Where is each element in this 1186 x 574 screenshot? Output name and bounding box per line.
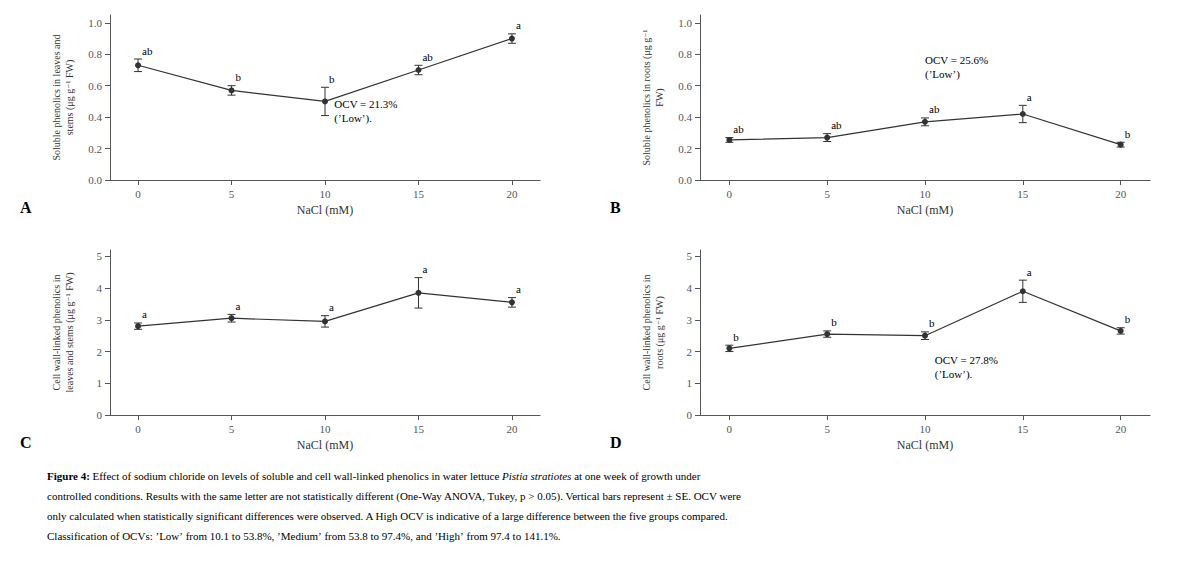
svg-text:ab: ab (733, 123, 744, 135)
svg-text:0.8: 0.8 (88, 48, 102, 60)
svg-text:b: b (236, 71, 242, 83)
svg-text:a: a (236, 300, 241, 312)
svg-text:5: 5 (229, 188, 235, 200)
svg-text:15: 15 (413, 188, 425, 200)
svg-text:NaCl (mM): NaCl (mM) (297, 438, 353, 452)
svg-text:0.0: 0.0 (678, 174, 692, 186)
svg-text:0: 0 (97, 409, 103, 421)
svg-text:a: a (329, 301, 334, 313)
svg-text:NaCl (mM): NaCl (mM) (897, 438, 953, 452)
svg-text:0.2: 0.2 (88, 143, 102, 155)
svg-text:only calculated when statistic: only calculated when statistically signi… (47, 510, 728, 522)
svg-text:5: 5 (97, 250, 103, 262)
svg-text:4: 4 (97, 282, 103, 294)
svg-text:FW): FW) (654, 88, 666, 106)
svg-text:0: 0 (687, 409, 693, 421)
svg-text:Soluble phenolics in leaves an: Soluble phenolics in leaves and (51, 34, 62, 160)
svg-text:20: 20 (506, 423, 518, 435)
svg-text:15: 15 (413, 423, 425, 435)
svg-text:Cell wall-linked phenolics in: Cell wall-linked phenolics in (51, 275, 62, 391)
svg-text:Cell wall-linked phenolics in: Cell wall-linked phenolics in (641, 275, 652, 391)
svg-text:Figure 4:: Figure 4: (47, 470, 90, 482)
svg-text:10: 10 (920, 188, 932, 200)
svg-text:stems (μg g⁻¹ FW): stems (μg g⁻¹ FW) (64, 60, 76, 136)
svg-text:Classification of OCVs: ʼLowʼ: Classification of OCVs: ʼLowʼ from 10.1 … (47, 530, 561, 542)
svg-text:ab: ab (929, 103, 940, 115)
svg-text:a: a (142, 308, 147, 320)
svg-text:NaCl (mM): NaCl (mM) (297, 203, 353, 217)
svg-text:5: 5 (824, 423, 830, 435)
svg-text:controlled conditions. Results: controlled conditions. Results with the … (47, 490, 741, 503)
svg-text:1.0: 1.0 (678, 17, 692, 29)
svg-text:b: b (1125, 313, 1131, 325)
svg-text:D: D (610, 434, 622, 451)
svg-text:Effect of sodium chloride on l: Effect of sodium chloride on levels of s… (90, 470, 502, 482)
svg-text:b: b (831, 316, 837, 328)
svg-text:OCV = 25.6%: OCV = 25.6% (925, 54, 988, 66)
svg-text:(ʼLowʼ).: (ʼLowʼ). (334, 112, 372, 125)
svg-text:b: b (329, 73, 335, 85)
svg-text:1: 1 (97, 377, 103, 389)
svg-text:1: 1 (687, 377, 693, 389)
svg-text:leaves and stems (μg g⁻¹ FW): leaves and stems (μg g⁻¹ FW) (64, 273, 76, 393)
svg-text:b: b (929, 317, 935, 329)
svg-text:1.0: 1.0 (88, 17, 102, 29)
svg-text:0.8: 0.8 (678, 48, 692, 60)
svg-text:0.4: 0.4 (678, 111, 692, 123)
svg-text:at one week of growth under: at one week of growth under (571, 470, 700, 482)
svg-text:20: 20 (1115, 188, 1127, 200)
svg-text:(ʼLowʼ).: (ʼLowʼ). (935, 368, 973, 381)
svg-text:5: 5 (824, 188, 830, 200)
svg-text:0.4: 0.4 (88, 111, 102, 123)
svg-text:5: 5 (687, 250, 693, 262)
svg-text:10: 10 (320, 423, 332, 435)
svg-text:OCV = 21.3%: OCV = 21.3% (334, 98, 397, 110)
svg-text:4: 4 (687, 282, 693, 294)
svg-text:20: 20 (1115, 423, 1127, 435)
svg-text:b: b (733, 331, 739, 343)
svg-text:0.2: 0.2 (678, 143, 692, 155)
svg-text:3: 3 (687, 314, 693, 326)
svg-text:Pistia stratiotes: Pistia stratiotes (501, 470, 571, 482)
svg-text:b: b (1125, 128, 1131, 140)
svg-text:C: C (20, 434, 32, 451)
svg-text:15: 15 (1017, 423, 1029, 435)
svg-text:Soluble phenolics in roots (μg: Soluble phenolics in roots (μg g⁻¹ (641, 29, 653, 165)
svg-text:OCV = 27.8%: OCV = 27.8% (935, 354, 998, 366)
svg-text:B: B (610, 199, 621, 216)
svg-text:ab: ab (142, 45, 153, 57)
svg-text:0: 0 (727, 423, 733, 435)
svg-text:0.0: 0.0 (88, 174, 102, 186)
svg-text:5: 5 (229, 423, 235, 435)
svg-text:a: a (1027, 91, 1032, 103)
svg-text:NaCl (mM): NaCl (mM) (897, 203, 953, 217)
svg-text:ab: ab (831, 119, 842, 131)
svg-text:0: 0 (135, 188, 141, 200)
svg-text:A: A (20, 199, 32, 216)
svg-text:20: 20 (506, 188, 518, 200)
svg-text:a: a (516, 19, 521, 31)
svg-text:0.6: 0.6 (678, 80, 692, 92)
svg-text:15: 15 (1017, 188, 1029, 200)
svg-text:a: a (1027, 266, 1032, 278)
svg-text:0: 0 (727, 188, 733, 200)
svg-text:roots (μg g⁻¹ FW): roots (μg g⁻¹ FW) (654, 296, 666, 369)
svg-text:2: 2 (687, 346, 693, 358)
svg-text:(ʼLowʼ): (ʼLowʼ) (925, 68, 960, 81)
svg-text:0: 0 (135, 423, 141, 435)
svg-text:3: 3 (97, 314, 103, 326)
svg-text:2: 2 (97, 346, 103, 358)
svg-text:a: a (516, 283, 521, 295)
svg-text:a: a (422, 263, 427, 275)
svg-text:10: 10 (920, 423, 932, 435)
svg-text:0.6: 0.6 (88, 80, 102, 92)
svg-text:ab: ab (422, 51, 433, 63)
svg-text:10: 10 (320, 188, 332, 200)
